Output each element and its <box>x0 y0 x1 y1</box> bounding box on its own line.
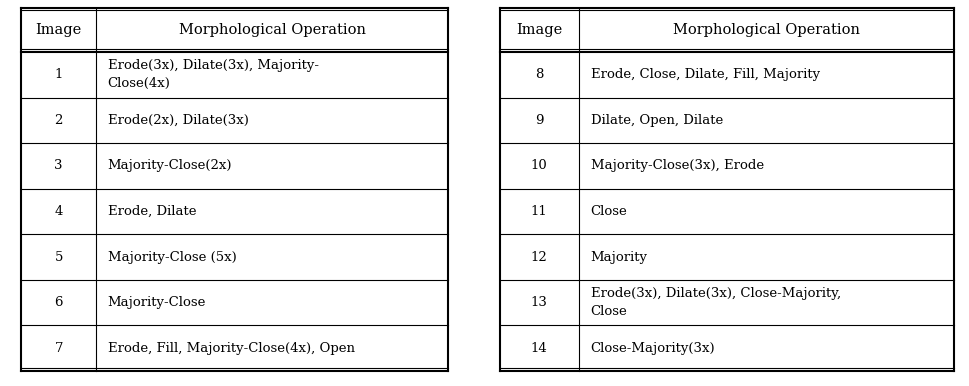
Text: Close-Majority(3x): Close-Majority(3x) <box>590 342 714 355</box>
Bar <box>499 8 953 371</box>
Text: 4: 4 <box>54 205 63 218</box>
Text: 7: 7 <box>54 342 63 355</box>
Text: Erode(3x), Dilate(3x), Close-Majority,
Close: Erode(3x), Dilate(3x), Close-Majority, C… <box>590 287 840 318</box>
Text: Erode, Fill, Majority-Close(4x), Open: Erode, Fill, Majority-Close(4x), Open <box>108 342 355 355</box>
Text: 3: 3 <box>54 159 63 173</box>
Text: 6: 6 <box>54 296 63 309</box>
Text: Erode(2x), Dilate(3x): Erode(2x), Dilate(3x) <box>108 114 248 127</box>
Text: Morphological Operation: Morphological Operation <box>672 23 859 37</box>
Text: 10: 10 <box>530 159 547 173</box>
Text: 2: 2 <box>54 114 63 127</box>
Text: Erode(3x), Dilate(3x), Majority-
Close(4x): Erode(3x), Dilate(3x), Majority- Close(4… <box>108 59 319 90</box>
Text: 9: 9 <box>535 114 543 127</box>
Text: Majority-Close: Majority-Close <box>108 296 205 309</box>
Text: 8: 8 <box>535 68 543 81</box>
Text: Erode, Dilate: Erode, Dilate <box>108 205 196 218</box>
Text: 12: 12 <box>530 251 547 264</box>
Text: Image: Image <box>516 23 562 37</box>
Text: 14: 14 <box>530 342 547 355</box>
Text: Close: Close <box>590 205 627 218</box>
Text: Majority-Close (5x): Majority-Close (5x) <box>108 251 236 264</box>
Text: 5: 5 <box>54 251 63 264</box>
Text: Majority: Majority <box>590 251 647 264</box>
Text: Morphological Operation: Morphological Operation <box>178 23 365 37</box>
Text: 13: 13 <box>530 296 547 309</box>
Text: Majority-Close(2x): Majority-Close(2x) <box>108 159 232 173</box>
Bar <box>21 8 448 371</box>
Text: Dilate, Open, Dilate: Dilate, Open, Dilate <box>590 114 722 127</box>
Text: Erode, Close, Dilate, Fill, Majority: Erode, Close, Dilate, Fill, Majority <box>590 68 819 81</box>
Text: 11: 11 <box>530 205 547 218</box>
Text: Majority-Close(3x), Erode: Majority-Close(3x), Erode <box>590 159 763 173</box>
Text: Image: Image <box>36 23 81 37</box>
Text: 1: 1 <box>54 68 63 81</box>
